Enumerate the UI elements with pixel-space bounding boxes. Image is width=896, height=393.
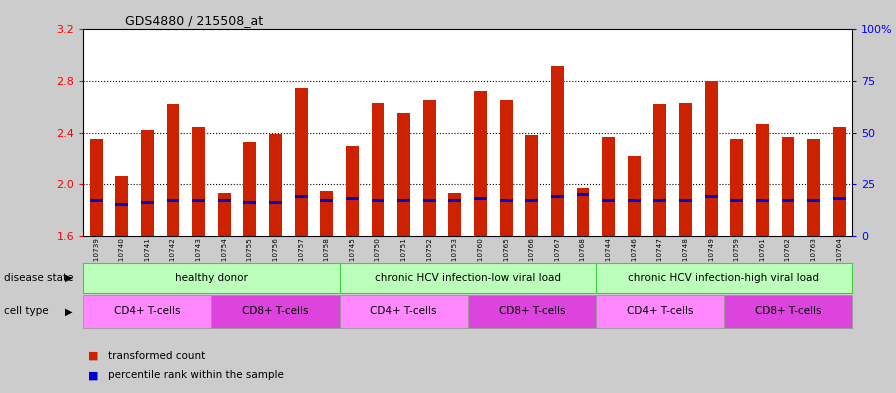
Bar: [807, 139, 820, 236]
Bar: [90, 139, 102, 236]
Text: ■: ■: [88, 351, 99, 361]
Bar: [474, 91, 487, 236]
Bar: [116, 176, 128, 236]
Bar: [295, 195, 307, 198]
Bar: [340, 263, 596, 293]
Bar: [577, 188, 590, 236]
Bar: [551, 195, 564, 198]
Text: disease state: disease state: [4, 273, 74, 283]
Bar: [321, 191, 333, 236]
Text: ▶: ▶: [65, 273, 72, 283]
Text: CD4+ T-cells: CD4+ T-cells: [626, 307, 694, 316]
Bar: [730, 139, 743, 236]
Bar: [596, 263, 852, 293]
Bar: [397, 199, 410, 202]
Text: chronic HCV infection-low viral load: chronic HCV infection-low viral load: [375, 273, 561, 283]
Bar: [781, 199, 795, 202]
Bar: [756, 124, 769, 236]
Text: CD4+ T-cells: CD4+ T-cells: [114, 307, 181, 316]
Text: chronic HCV infection-high viral load: chronic HCV infection-high viral load: [628, 273, 820, 283]
Bar: [423, 100, 435, 236]
Bar: [193, 127, 205, 236]
Bar: [525, 135, 538, 236]
Bar: [781, 136, 795, 236]
Bar: [577, 193, 590, 196]
Bar: [340, 295, 468, 328]
Bar: [500, 199, 513, 202]
Bar: [596, 295, 724, 328]
Bar: [474, 197, 487, 200]
Bar: [397, 113, 410, 236]
Text: CD8+ T-cells: CD8+ T-cells: [242, 307, 309, 316]
Bar: [705, 81, 718, 236]
Bar: [372, 103, 384, 236]
Bar: [244, 141, 256, 236]
Text: percentile rank within the sample: percentile rank within the sample: [108, 370, 283, 380]
Bar: [628, 156, 641, 236]
Bar: [551, 66, 564, 236]
Text: ■: ■: [88, 370, 99, 380]
Bar: [468, 295, 596, 328]
Bar: [269, 201, 282, 204]
Text: ▶: ▶: [65, 307, 72, 316]
Bar: [653, 104, 667, 236]
Bar: [321, 199, 333, 202]
Bar: [83, 263, 340, 293]
Bar: [500, 100, 513, 236]
Bar: [346, 145, 358, 236]
Bar: [141, 201, 154, 204]
Bar: [807, 199, 820, 202]
Bar: [449, 193, 461, 236]
Bar: [679, 103, 692, 236]
Bar: [193, 199, 205, 202]
Text: CD4+ T-cells: CD4+ T-cells: [370, 307, 437, 316]
Bar: [244, 201, 256, 204]
Bar: [218, 199, 230, 202]
Bar: [423, 199, 435, 202]
Bar: [449, 199, 461, 202]
Bar: [90, 199, 102, 202]
Text: CD8+ T-cells: CD8+ T-cells: [498, 307, 565, 316]
Bar: [116, 203, 128, 206]
Text: CD8+ T-cells: CD8+ T-cells: [754, 307, 822, 316]
Text: healthy donor: healthy donor: [175, 273, 248, 283]
Bar: [346, 197, 358, 200]
Bar: [211, 295, 340, 328]
Bar: [269, 134, 282, 236]
Bar: [756, 199, 769, 202]
Bar: [724, 295, 852, 328]
Bar: [218, 193, 230, 236]
Bar: [602, 199, 615, 202]
Bar: [833, 127, 846, 236]
Bar: [295, 88, 307, 236]
Bar: [525, 199, 538, 202]
Bar: [833, 197, 846, 200]
Bar: [730, 199, 743, 202]
Text: cell type: cell type: [4, 307, 49, 316]
Bar: [83, 295, 211, 328]
Text: transformed count: transformed count: [108, 351, 205, 361]
Bar: [602, 136, 615, 236]
Bar: [628, 199, 641, 202]
Bar: [141, 130, 154, 236]
Bar: [653, 199, 667, 202]
Bar: [167, 199, 179, 202]
Bar: [372, 199, 384, 202]
Bar: [679, 199, 692, 202]
Text: GDS4880 / 215508_at: GDS4880 / 215508_at: [125, 14, 263, 27]
Bar: [705, 195, 718, 198]
Bar: [167, 104, 179, 236]
